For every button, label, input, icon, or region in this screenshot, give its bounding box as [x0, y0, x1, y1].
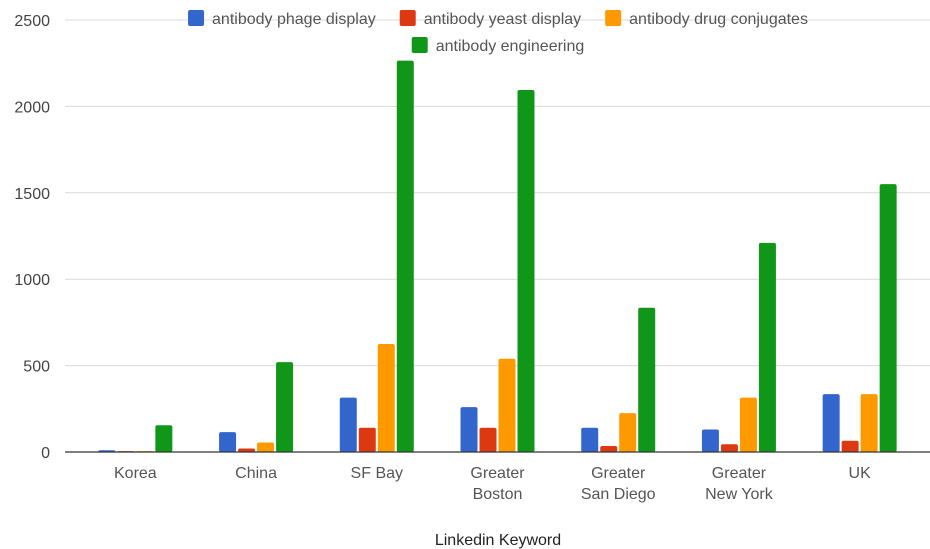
- x-tick-label: SF Bay: [351, 465, 403, 482]
- bar: [238, 448, 256, 452]
- legend-label: antibody drug conjugates: [629, 11, 808, 28]
- x-tick-label: China: [235, 465, 277, 482]
- bar: [619, 413, 637, 452]
- bar: [517, 89, 535, 452]
- bar: [276, 362, 294, 452]
- bar: [720, 444, 738, 452]
- bar: [822, 394, 840, 452]
- legend-swatch: [605, 10, 622, 26]
- x-tick-label: Greater New York: [705, 465, 774, 503]
- y-tick-label: 2500: [14, 13, 50, 30]
- bar: [638, 307, 656, 452]
- bar: [879, 184, 897, 452]
- x-axis-title: Linkedin Keyword: [435, 532, 561, 549]
- y-axis-tick-labels: 0 500 1000 1500 2000 2500: [14, 13, 50, 462]
- bar: [358, 427, 376, 452]
- bars: [98, 60, 897, 453]
- bar: [498, 358, 516, 452]
- legend-label: antibody engineering: [436, 38, 585, 55]
- y-tick-label: 2000: [14, 99, 50, 116]
- bar: [460, 407, 478, 452]
- bar: [377, 344, 395, 452]
- legend-swatch: [188, 10, 205, 26]
- bar: [581, 427, 599, 452]
- legend-label: antibody yeast display: [424, 11, 581, 28]
- x-tick-label: Korea: [114, 465, 157, 482]
- y-tick-label: 1500: [14, 186, 50, 203]
- bar: [860, 394, 878, 452]
- y-tick-label: 0: [41, 445, 50, 462]
- bar: [257, 442, 275, 452]
- bar: [219, 432, 237, 452]
- bar: [479, 427, 497, 452]
- y-tick-label: 500: [23, 359, 50, 376]
- y-tick-label: 1000: [14, 272, 50, 289]
- bar: [155, 425, 173, 452]
- bar: [396, 60, 414, 452]
- x-tick-label: Greater Boston: [470, 465, 525, 503]
- x-tick-label: Greater San Diego: [581, 465, 656, 503]
- gridlines: [65, 19, 930, 367]
- legend-swatch: [411, 37, 428, 53]
- legend-swatch: [399, 10, 416, 26]
- x-tick-label: UK: [849, 465, 872, 482]
- legend-label: antibody phage display: [212, 11, 376, 28]
- bar: [758, 242, 776, 452]
- legend: antibody phage display antibody yeast dis…: [188, 10, 808, 55]
- bar: [701, 429, 719, 452]
- bar: [339, 397, 357, 452]
- bar: [739, 397, 757, 452]
- x-axis-tick-labels: Korea China SF Bay Greater Boston Greater San …: [114, 465, 871, 503]
- bar: [841, 440, 859, 452]
- bar: [600, 445, 618, 452]
